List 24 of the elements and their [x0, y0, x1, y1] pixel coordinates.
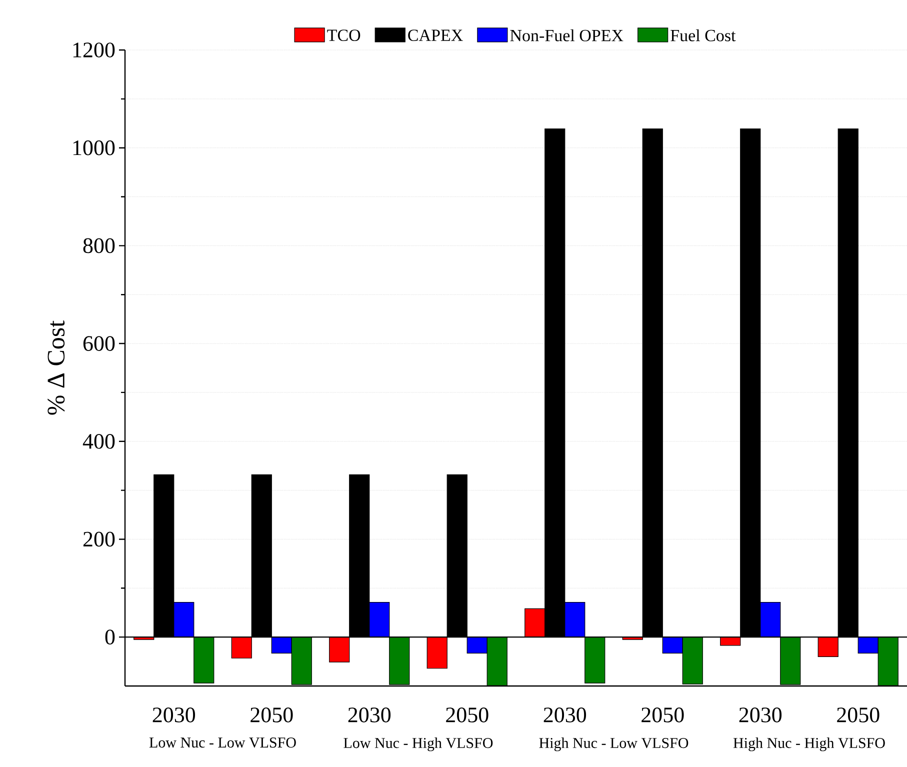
text: High Nuc - High VLSFO — [733, 738, 885, 752]
text: High Nuc - Low VLSFO — [539, 738, 688, 752]
x-tick-label: 2030 — [544, 708, 586, 722]
x-tick-label: 2030 — [348, 708, 391, 722]
legend-label: CAPEX — [408, 30, 463, 42]
y-tick-label: 400 — [82, 434, 115, 449]
y-tick-label: 800 — [83, 238, 115, 254]
y-axis-title: % Δ Cost — [48, 320, 65, 415]
legend-label: Non-Fuel OPEX — [510, 29, 624, 42]
y-tick-label: 0 — [105, 630, 115, 645]
x-tick-label: 2050 — [446, 708, 488, 722]
y-tick-label: 1000 — [73, 140, 115, 156]
y-tick-label: 600 — [83, 336, 115, 351]
x-tick-label: 2030 — [739, 708, 782, 722]
text: Low Nuc - High VLSFO — [344, 738, 493, 752]
y-tick-label: 200 — [83, 532, 115, 547]
x-tick-label: 2030 — [152, 708, 196, 722]
legend-label: Fuel Cost — [670, 29, 736, 42]
text: Low Nuc - Low VLSFO — [149, 738, 296, 748]
x-tick-label: 2050 — [250, 708, 293, 722]
x-tick-label: 2050 — [642, 708, 684, 722]
legend-label: TCO — [327, 30, 360, 42]
x-tick-label: 2050 — [837, 708, 880, 722]
y-tick-label: 1200 — [73, 42, 115, 58]
